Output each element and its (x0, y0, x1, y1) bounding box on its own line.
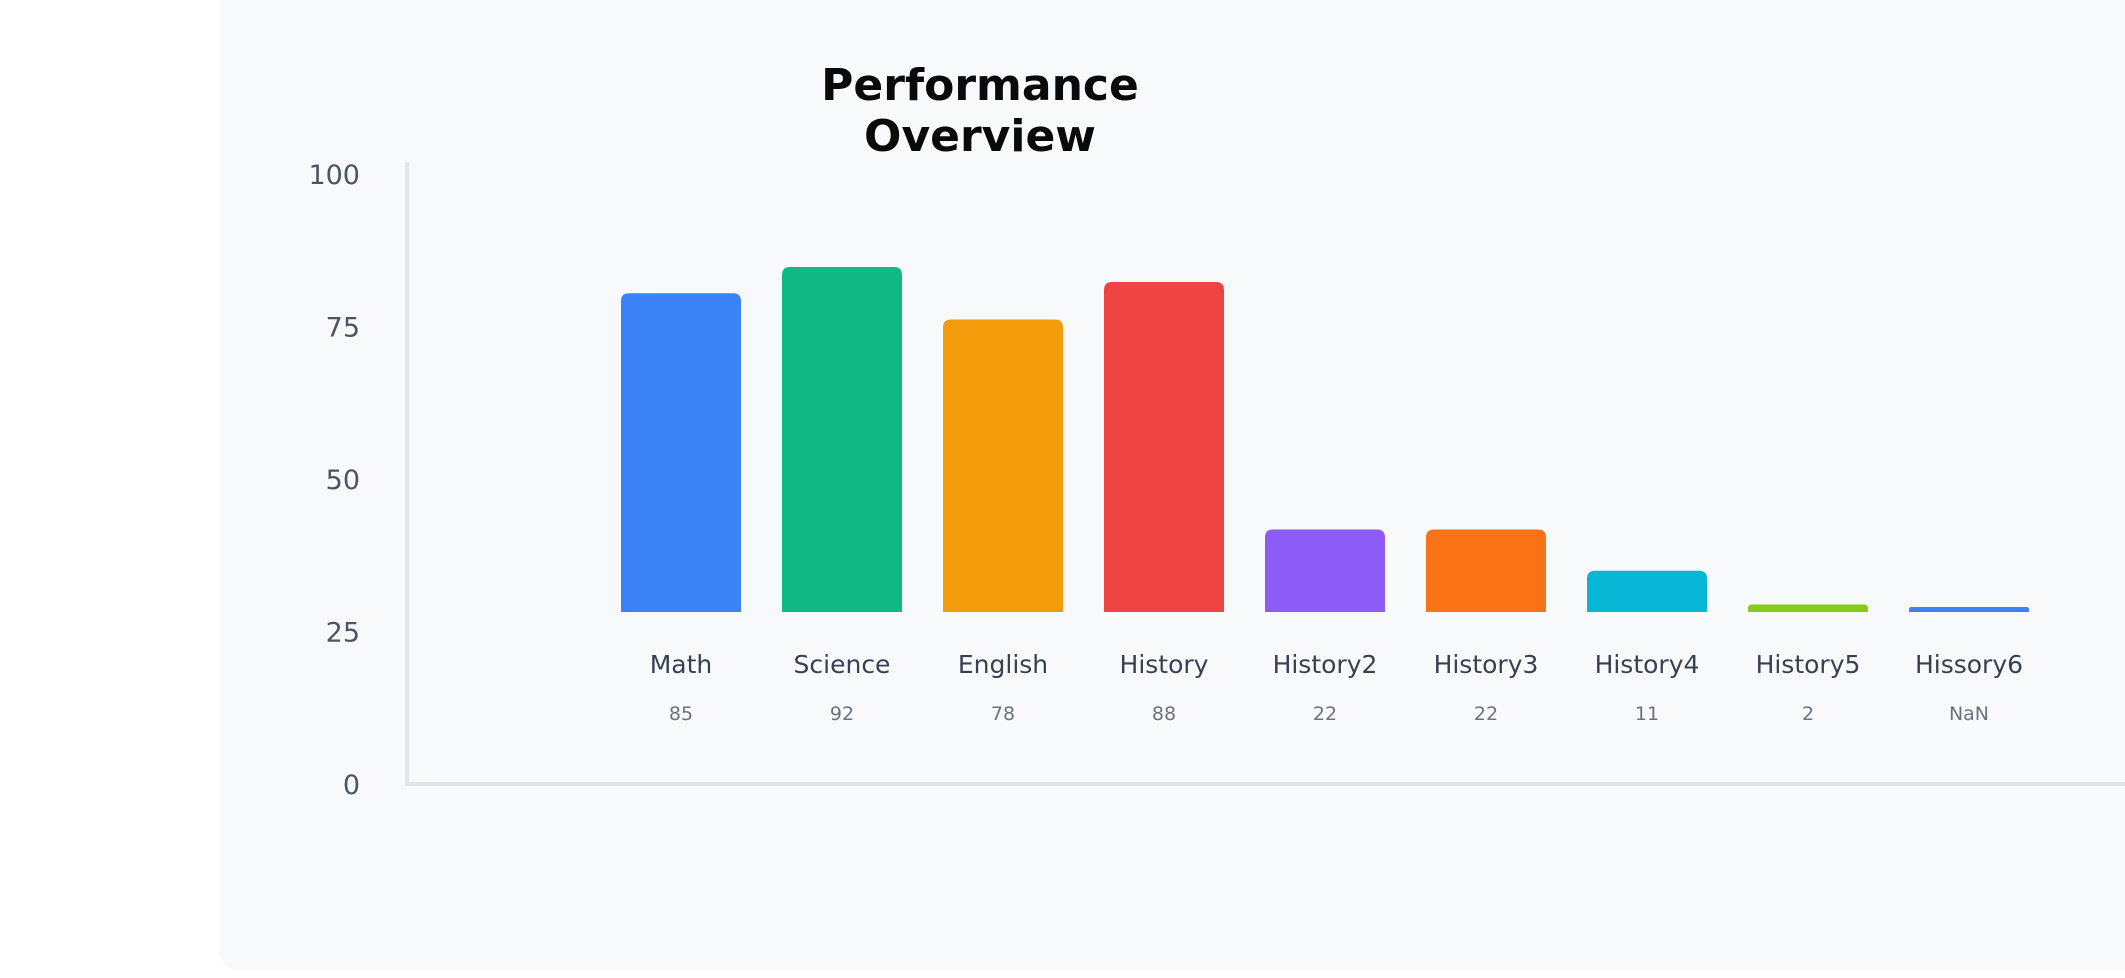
x-axis-labels: Math Science English History History2 History… (650, 650, 2023, 679)
value-labels: 85 92 78 88 22 22 11 2 NaN (669, 703, 1989, 725)
x-category-label: History5 (1756, 650, 1861, 679)
bar-value-label: 22 (1474, 703, 1498, 725)
x-category-label: History3 (1434, 650, 1539, 679)
chart-title: Performance Overview (821, 60, 1139, 162)
bar-value-label: 22 (1313, 703, 1337, 725)
bar-history4 (1587, 570, 1707, 612)
bar-science (782, 267, 902, 612)
bar-value-label: 2 (1802, 703, 1814, 725)
bar-history (1104, 282, 1224, 612)
y-axis-ticks: 0 25 50 75 100 (308, 160, 360, 801)
y-tick-label: 100 (308, 160, 360, 191)
bar-value-label: 11 (1635, 703, 1659, 725)
bars (621, 267, 2029, 612)
chart-axes (405, 162, 2125, 786)
bar-history3 (1426, 529, 1546, 612)
bar-value-label: NaN (1949, 703, 1989, 725)
x-category-label: Science (794, 650, 891, 679)
x-category-label: Math (650, 650, 713, 679)
bar-value-label: 85 (669, 703, 693, 725)
y-tick-label: 50 (326, 465, 360, 496)
bar-hissory6 (1909, 607, 2029, 612)
x-category-label: English (958, 650, 1048, 679)
y-tick-label: 0 (343, 770, 360, 801)
bar-history2 (1265, 529, 1385, 612)
x-category-label: History2 (1273, 650, 1378, 679)
x-category-label: History4 (1595, 650, 1700, 679)
bar-math (621, 293, 741, 612)
bar-history5 (1748, 604, 1868, 612)
bar-value-label: 78 (991, 703, 1015, 725)
y-tick-label: 25 (326, 618, 360, 649)
bar-english (943, 319, 1063, 612)
x-category-label: History (1120, 650, 1209, 679)
y-tick-label: 75 (326, 313, 360, 344)
x-category-label: Hissory6 (1915, 650, 2023, 679)
bar-value-label: 88 (1152, 703, 1176, 725)
bar-value-label: 92 (830, 703, 854, 725)
